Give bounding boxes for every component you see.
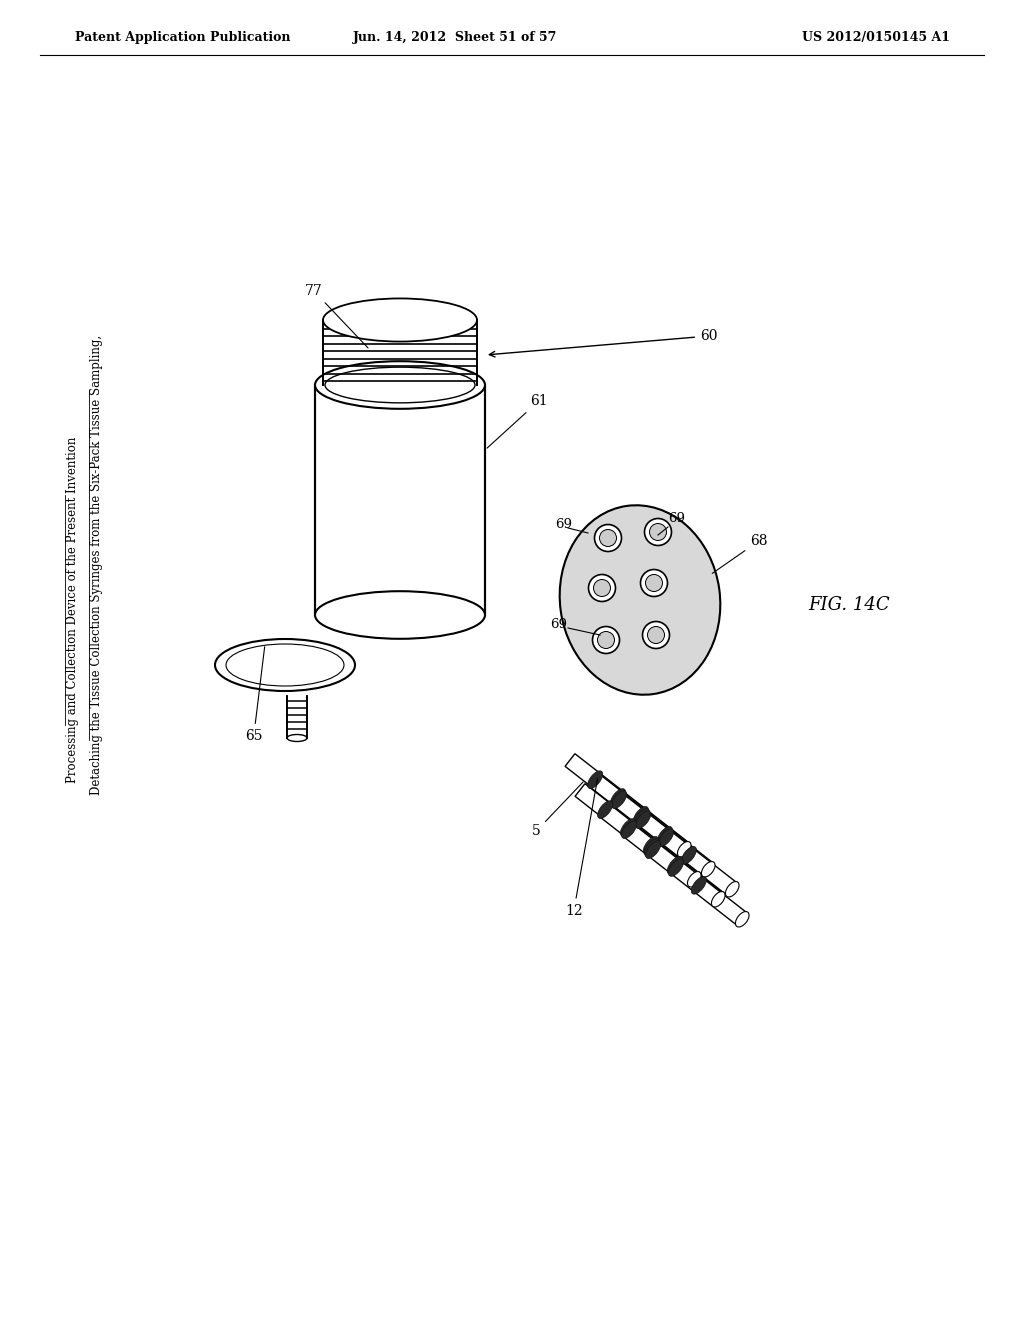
Ellipse shape xyxy=(323,298,477,342)
Ellipse shape xyxy=(649,524,667,540)
Ellipse shape xyxy=(668,857,682,874)
Ellipse shape xyxy=(588,771,603,788)
Text: Patent Application Publication: Patent Application Publication xyxy=(75,32,291,45)
Text: 69: 69 xyxy=(555,517,572,531)
Text: 68: 68 xyxy=(713,535,768,573)
Ellipse shape xyxy=(597,631,614,648)
Ellipse shape xyxy=(735,912,750,927)
Ellipse shape xyxy=(643,837,658,854)
Ellipse shape xyxy=(701,862,715,876)
Polygon shape xyxy=(599,804,723,906)
Ellipse shape xyxy=(636,810,650,829)
Ellipse shape xyxy=(595,524,622,552)
Polygon shape xyxy=(589,774,713,875)
Ellipse shape xyxy=(645,841,660,858)
Text: 5: 5 xyxy=(532,781,583,838)
Ellipse shape xyxy=(589,574,615,602)
Text: 69: 69 xyxy=(550,618,567,631)
Ellipse shape xyxy=(644,519,672,545)
Ellipse shape xyxy=(598,801,612,818)
Ellipse shape xyxy=(681,846,696,865)
Ellipse shape xyxy=(645,574,663,591)
Ellipse shape xyxy=(647,627,665,644)
Polygon shape xyxy=(575,784,699,886)
Ellipse shape xyxy=(691,876,707,894)
Ellipse shape xyxy=(678,842,691,857)
Ellipse shape xyxy=(669,859,684,876)
Ellipse shape xyxy=(725,882,739,898)
Polygon shape xyxy=(623,824,748,925)
Ellipse shape xyxy=(633,807,648,824)
Polygon shape xyxy=(565,754,689,855)
Ellipse shape xyxy=(560,506,720,694)
Text: US 2012/0150145 A1: US 2012/0150145 A1 xyxy=(802,32,950,45)
Text: 12: 12 xyxy=(565,779,598,917)
Ellipse shape xyxy=(315,362,485,409)
Ellipse shape xyxy=(594,579,610,597)
Ellipse shape xyxy=(226,644,344,686)
Bar xyxy=(287,696,307,738)
Bar xyxy=(323,319,477,385)
Ellipse shape xyxy=(325,367,475,403)
Text: 69: 69 xyxy=(668,512,685,525)
Text: 65: 65 xyxy=(245,647,264,743)
Ellipse shape xyxy=(644,838,659,857)
Ellipse shape xyxy=(621,818,636,837)
Ellipse shape xyxy=(622,821,637,838)
Ellipse shape xyxy=(215,639,355,690)
Ellipse shape xyxy=(611,791,627,808)
Ellipse shape xyxy=(687,871,701,887)
Ellipse shape xyxy=(640,569,668,597)
Text: Detaching the Tissue Collection Syringes from the Six-Pack Tissue Sampling,: Detaching the Tissue Collection Syringes… xyxy=(90,335,103,795)
Polygon shape xyxy=(613,793,737,895)
Ellipse shape xyxy=(635,809,649,826)
Text: Jun. 14, 2012  Sheet 51 of 57: Jun. 14, 2012 Sheet 51 of 57 xyxy=(353,32,557,45)
Text: Processing and Collection Device of the Present Invention: Processing and Collection Device of the … xyxy=(67,437,80,783)
Ellipse shape xyxy=(593,627,620,653)
Text: 61: 61 xyxy=(487,393,548,447)
Ellipse shape xyxy=(315,591,485,639)
Ellipse shape xyxy=(712,891,725,907)
Ellipse shape xyxy=(610,788,626,807)
Ellipse shape xyxy=(287,734,307,742)
Ellipse shape xyxy=(658,829,674,846)
Text: 60: 60 xyxy=(489,329,718,356)
Ellipse shape xyxy=(657,826,673,845)
Text: 77: 77 xyxy=(305,284,368,348)
Ellipse shape xyxy=(599,529,616,546)
Text: FIG. 14C: FIG. 14C xyxy=(808,597,890,614)
Ellipse shape xyxy=(642,622,670,648)
Bar xyxy=(315,385,485,615)
